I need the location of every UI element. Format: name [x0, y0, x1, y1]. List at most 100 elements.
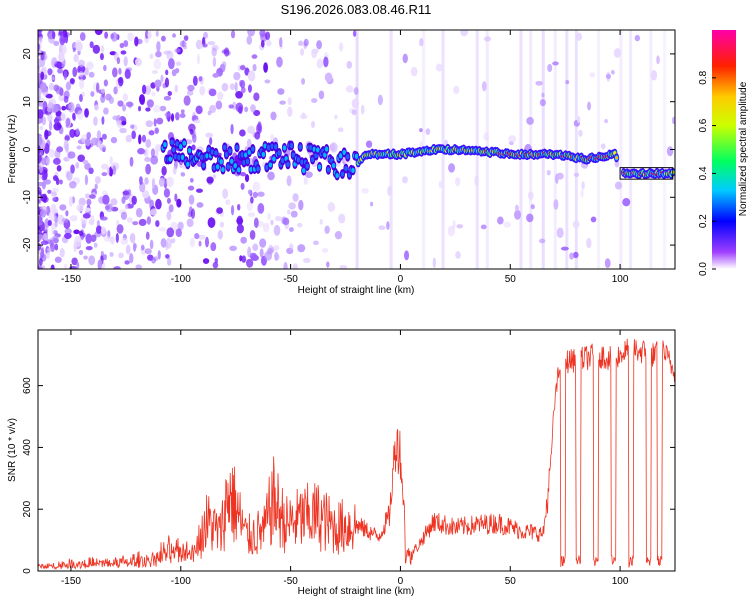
spectral-speckle: [148, 130, 155, 136]
spectral-speckle: [154, 127, 159, 134]
spectral-speckle: [240, 236, 247, 244]
spectral-speckle: [286, 209, 291, 215]
spectral-speckle: [175, 112, 180, 121]
spectral-speckle: [94, 176, 101, 184]
spectral-speckle: [59, 44, 67, 55]
y-tick-label: -20: [22, 237, 33, 252]
spectral-speckle: [116, 224, 124, 234]
spectral-speckle: [86, 131, 92, 140]
spectral-speckle: [124, 204, 129, 210]
spectrogram-y-label: Frequency (Hz): [7, 115, 18, 184]
x-tick-label: 50: [505, 576, 517, 587]
spectral-speckle: [63, 70, 68, 81]
spectral-speckle: [387, 185, 393, 196]
spectral-speckle: [481, 81, 487, 92]
spectral-speckle: [297, 244, 306, 253]
spectral-speckle: [165, 254, 170, 259]
spectral-speckle: [276, 56, 283, 68]
spectral-speckle: [84, 108, 89, 118]
spectral-speckle: [131, 130, 136, 140]
tone-core: [177, 154, 181, 161]
spectral-speckle: [52, 59, 57, 65]
tone-core: [233, 163, 238, 169]
spectral-speckle: [96, 220, 100, 227]
spectral-speckle: [316, 40, 322, 50]
spectral-speckle: [183, 95, 191, 106]
spectral-streak: [565, 30, 569, 269]
spectral-speckle: [61, 105, 67, 111]
tone-core: [226, 164, 231, 170]
spectral-speckle: [161, 35, 166, 42]
spectral-speckle: [419, 38, 424, 47]
spectral-speckle: [158, 227, 167, 232]
spectral-speckle: [204, 236, 209, 248]
spectral-speckle: [166, 197, 171, 204]
spectral-speckle: [38, 257, 43, 266]
tone-core: [300, 159, 304, 165]
spectral-speckle: [650, 70, 658, 81]
spectral-speckle: [282, 217, 290, 226]
spectral-speckle: [52, 234, 59, 244]
spectral-speckle: [222, 188, 229, 199]
tone-core: [245, 158, 250, 165]
spectral-speckle: [323, 56, 329, 68]
spectral-speckle: [270, 219, 274, 226]
spectral-speckle: [352, 30, 357, 37]
spectral-speckle: [250, 104, 256, 113]
spectral-speckle: [76, 110, 84, 120]
colorbar-tick-label: 0.2: [698, 214, 709, 228]
spectral-speckle: [155, 51, 162, 58]
spectral-speckle: [47, 68, 53, 76]
spectral-speckle: [85, 246, 93, 251]
tone-core: [340, 171, 345, 177]
spectral-speckle: [153, 58, 162, 70]
spectral-speckle: [267, 212, 271, 221]
spectral-speckle: [311, 97, 318, 103]
spectral-speckle: [64, 228, 72, 235]
spectral-speckle: [223, 47, 230, 57]
spectral-speckle: [122, 93, 128, 102]
spectral-speckle: [69, 265, 78, 269]
spectral-speckle: [339, 42, 344, 52]
colorbar-label: Normalized spectral amplitude: [738, 81, 749, 216]
spectral-speckle: [239, 255, 243, 262]
spectral-speckle: [503, 221, 512, 228]
spectral-speckle: [377, 94, 383, 106]
spectral-speckle: [77, 64, 86, 74]
spectral-speckle: [166, 227, 175, 238]
spectral-speckle: [155, 198, 162, 210]
spectral-speckle: [156, 41, 161, 53]
spectral-speckle: [230, 123, 234, 135]
spectral-speckle: [198, 76, 203, 82]
spectral-speckle: [138, 218, 147, 227]
spectral-speckle: [38, 242, 42, 251]
spectral-speckle: [247, 189, 252, 195]
spectral-speckle: [217, 230, 224, 240]
spectral-speckle: [51, 76, 55, 81]
spectral-speckle: [77, 154, 85, 162]
spectral-speckle: [38, 30, 42, 38]
x-tick-label: 0: [398, 576, 404, 587]
tone-core: [270, 143, 274, 149]
spectral-speckle: [58, 93, 65, 102]
spectral-speckle: [144, 177, 149, 185]
spectral-speckle: [112, 115, 119, 121]
spectral-speckle: [247, 125, 255, 134]
spectral-speckle: [216, 207, 223, 214]
spectral-speckle: [513, 209, 521, 220]
tone-core: [228, 148, 232, 154]
spectral-speckle: [51, 187, 60, 193]
spectral-speckle: [95, 82, 100, 93]
spectral-speckle: [573, 251, 579, 259]
spectral-speckle: [198, 234, 206, 240]
spectral-speckle: [40, 209, 47, 218]
spectral-speckle: [174, 48, 181, 53]
spectral-streak: [649, 30, 653, 269]
tone-core: [173, 154, 178, 160]
spectral-speckle: [153, 118, 157, 127]
spectral-speckle: [138, 134, 142, 145]
spectral-speckle: [127, 32, 134, 42]
spectral-speckle: [131, 195, 137, 205]
spectral-speckle: [270, 133, 274, 142]
spectral-speckle: [287, 106, 293, 117]
